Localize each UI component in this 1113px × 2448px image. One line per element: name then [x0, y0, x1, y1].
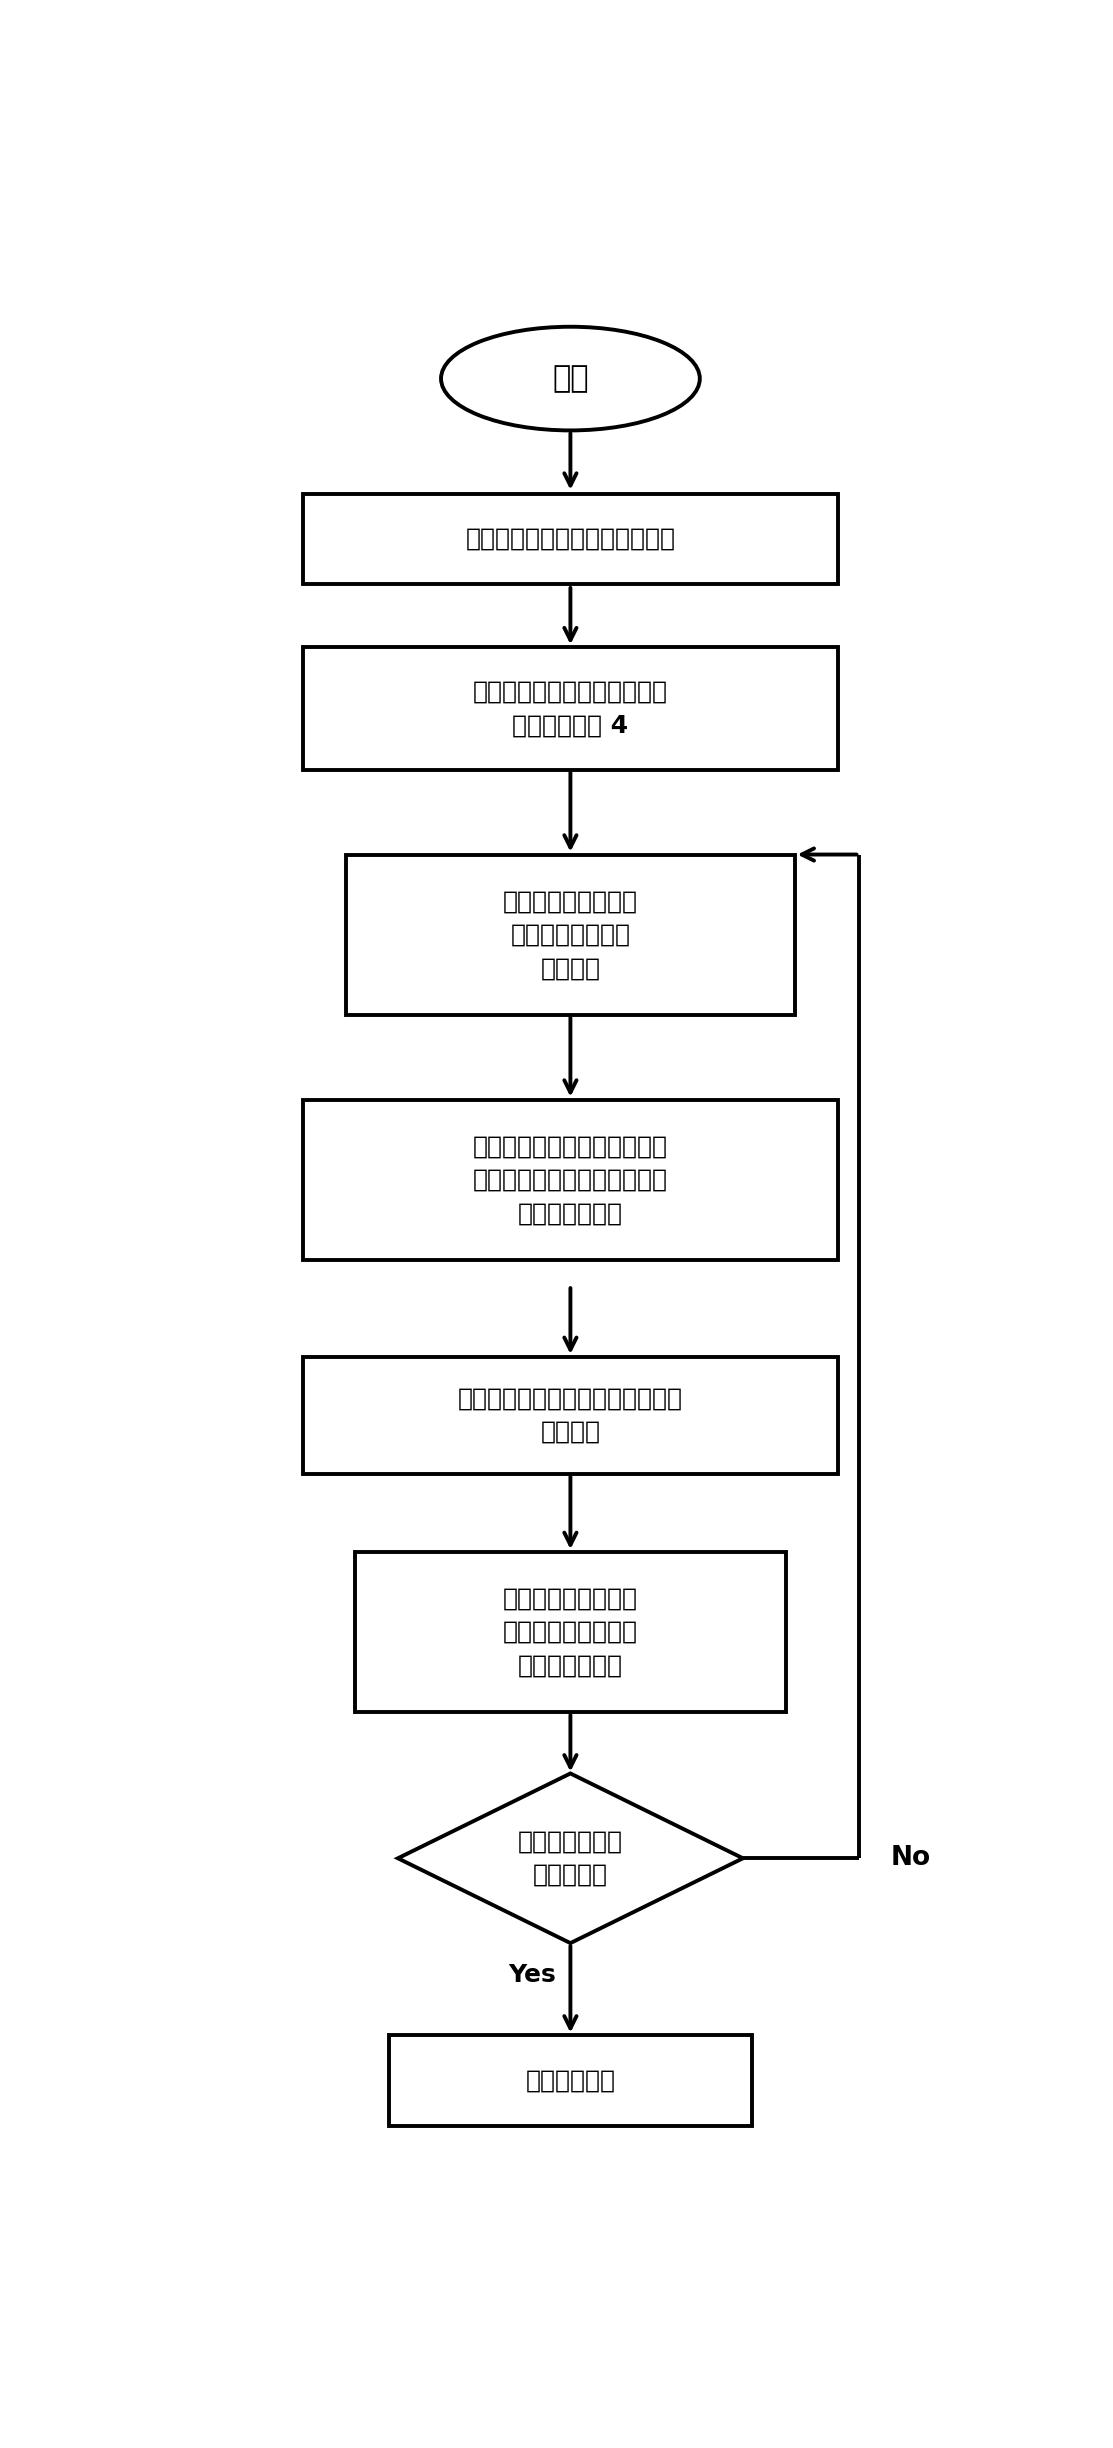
Polygon shape	[398, 1772, 743, 1944]
FancyBboxPatch shape	[355, 1552, 786, 1711]
Text: 判断是否有粒子
达到目标值: 判断是否有粒子 达到目标值	[518, 1829, 623, 1887]
Ellipse shape	[441, 326, 700, 431]
Text: 根据优化目标，建立适应度函数: 根据优化目标，建立适应度函数	[465, 526, 676, 551]
FancyBboxPatch shape	[303, 494, 838, 585]
Text: 将电液复合制动系统的设计变
量带入适应度函数并输出各个
粒子的适应度值: 将电液复合制动系统的设计变 量带入适应度函数并输出各个 粒子的适应度值	[473, 1133, 668, 1224]
Text: 开始: 开始	[552, 365, 589, 394]
FancyBboxPatch shape	[390, 2034, 751, 2125]
FancyBboxPatch shape	[303, 1099, 838, 1261]
Text: 输出最优结果: 输出最优结果	[525, 2069, 615, 2093]
FancyBboxPatch shape	[346, 854, 795, 1016]
Text: 遗传算子操作过程：选择、交叉、
变异操作: 遗传算子操作过程：选择、交叉、 变异操作	[457, 1386, 683, 1444]
Text: No: No	[892, 1846, 932, 1870]
Text: 查找每个粒子的历史
最优位置和粒子总群
的全局最优位置: 查找每个粒子的历史 最优位置和粒子总群 的全局最优位置	[503, 1586, 638, 1677]
Text: 惯性因子的非线性计
算，更新粒子的位
置和速度: 惯性因子的非线性计 算，更新粒子的位 置和速度	[503, 889, 638, 979]
Text: 构造粒子群并初始化，设置搜
索空间维度为 4: 构造粒子群并初始化，设置搜 索空间维度为 4	[473, 681, 668, 737]
FancyBboxPatch shape	[303, 646, 838, 769]
Text: Yes: Yes	[508, 1963, 555, 1988]
FancyBboxPatch shape	[303, 1356, 838, 1474]
